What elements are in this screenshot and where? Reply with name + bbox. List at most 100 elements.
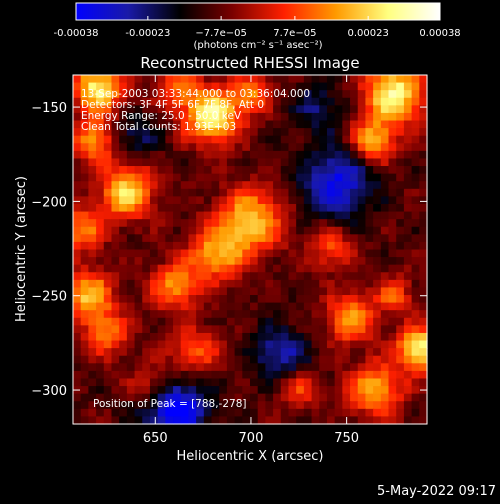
heatmap-cell [419, 363, 428, 372]
heatmap-cell [373, 112, 382, 122]
heatmap-cell [303, 120, 313, 129]
heatmap-cell [219, 143, 228, 152]
heatmap-cell [319, 211, 328, 220]
heatmap-cell [334, 272, 343, 281]
heatmap-cell [311, 393, 320, 402]
heatmap-cell [111, 408, 120, 418]
heatmap-cell [411, 401, 420, 410]
y-tick-label: −150 [31, 101, 67, 116]
heatmap-cell [157, 166, 166, 175]
heatmap-cell [350, 332, 359, 342]
heatmap-cell [149, 378, 159, 387]
heatmap-cell [211, 355, 220, 364]
heatmap-cell [334, 325, 343, 334]
heatmap-cell [388, 128, 397, 137]
heatmap-cell [273, 150, 282, 160]
heatmap-cell [419, 112, 428, 122]
heatmap-cell [134, 363, 143, 372]
heatmap-cell [119, 249, 128, 258]
heatmap-cell [103, 378, 113, 387]
heatmap-cell [111, 317, 120, 326]
heatmap-cell [96, 257, 105, 266]
heatmap-cell [73, 82, 82, 91]
heatmap-cell [234, 310, 243, 319]
heatmap-cell [173, 340, 182, 349]
heatmap-cell [111, 226, 120, 235]
heatmap-cell [111, 393, 120, 402]
heatmap-cell [165, 196, 174, 205]
heatmap-cell [326, 279, 336, 289]
heatmap-cell [242, 112, 251, 122]
heatmap-cell [403, 401, 413, 410]
heatmap-cell [119, 279, 128, 289]
heatmap-cell [419, 234, 428, 243]
heatmap-cell [80, 82, 89, 91]
heatmap-cell [380, 196, 390, 205]
heatmap-cell [188, 75, 197, 84]
heatmap-cell [296, 249, 305, 258]
heatmap-cell [265, 173, 274, 182]
heatmap-cell [250, 166, 259, 175]
heatmap-cell [257, 150, 266, 160]
heatmap-cell [350, 97, 359, 106]
heatmap-cell [273, 75, 282, 84]
heatmap-cell [411, 90, 420, 99]
heatmap-cell [103, 363, 113, 372]
heatmap-cell [380, 378, 390, 387]
heatmap-cell [334, 75, 343, 84]
heatmap-cell [173, 211, 182, 220]
heatmap-cell [165, 112, 174, 122]
heatmap-cell [188, 332, 197, 342]
heatmap-cell [288, 211, 297, 220]
heatmap-cell [303, 82, 313, 91]
heatmap-cell [126, 150, 136, 160]
heatmap-cell [96, 249, 105, 258]
heatmap-cell [134, 279, 143, 289]
heatmap-cell [350, 287, 359, 296]
heatmap-cell [357, 234, 367, 243]
heatmap-cell [265, 264, 274, 273]
heatmap-cell [273, 310, 282, 319]
heatmap-cell [157, 370, 166, 380]
heatmap-cell [203, 196, 213, 205]
heatmap-cell [96, 203, 105, 213]
heatmap-cell [219, 355, 228, 364]
heatmap-cell [226, 317, 236, 326]
heatmap-cell [365, 135, 374, 144]
heatmap-cell [196, 332, 205, 342]
heatmap-cell [119, 196, 128, 205]
heatmap-cell [357, 363, 367, 372]
heatmap-cell [196, 196, 205, 205]
heatmap-cell [403, 249, 413, 258]
heatmap-cell [273, 317, 282, 326]
heatmap-cell [165, 143, 174, 152]
heatmap-cell [96, 226, 105, 235]
heatmap-cell [265, 181, 274, 190]
heatmap-cell [288, 272, 297, 281]
heatmap-cell [265, 158, 274, 167]
heatmap-cell [296, 416, 305, 425]
heatmap-cell [273, 203, 282, 213]
heatmap-cell [326, 325, 336, 334]
heatmap-cell [165, 264, 174, 273]
heatmap-cell [411, 416, 420, 425]
heatmap-cell [149, 310, 159, 319]
heatmap-cell [334, 219, 343, 228]
heatmap-cell [157, 97, 166, 106]
heatmap-cell [280, 355, 290, 364]
heatmap-cell [80, 173, 89, 182]
heatmap-cell [357, 302, 367, 311]
heatmap-cell [319, 340, 328, 349]
heatmap-cell [96, 135, 105, 144]
heatmap-cell [419, 143, 428, 152]
heatmap-cell [365, 310, 374, 319]
heatmap-cell [411, 75, 420, 84]
heatmap-cell [126, 181, 136, 190]
x-tick-label: 700 [239, 431, 264, 446]
heatmap-cell [296, 97, 305, 106]
heatmap-cell [380, 416, 390, 425]
heatmap-cell [226, 97, 236, 106]
heatmap-cell [265, 82, 274, 91]
heatmap-cell [257, 325, 266, 334]
heatmap-cell [119, 386, 128, 395]
